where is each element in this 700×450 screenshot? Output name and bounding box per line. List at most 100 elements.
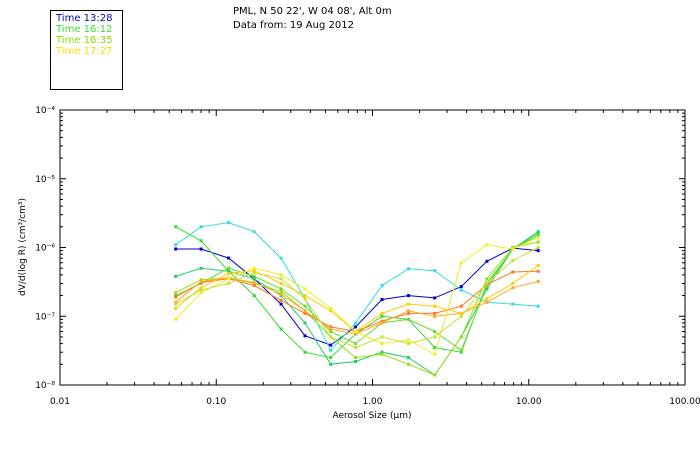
- data-point: [433, 335, 437, 339]
- data-point: [380, 284, 384, 287]
- data-point: [380, 314, 384, 318]
- data-point: [303, 309, 307, 313]
- y-tick-label: 10⁻⁸: [35, 381, 55, 391]
- data-point: [227, 271, 231, 275]
- data-point: [354, 325, 358, 329]
- data-point: [380, 319, 384, 323]
- data-point: [252, 274, 256, 278]
- series-layer: [174, 221, 540, 377]
- y-tick-label: 10⁻⁵: [35, 175, 55, 185]
- data-point: [536, 263, 540, 267]
- legend-box: Time 13:28 Time 16:12 Time 16:35 Time 17…: [50, 10, 123, 90]
- data-point: [174, 302, 178, 306]
- data-point: [536, 236, 540, 239]
- data-point: [407, 294, 410, 298]
- data-point: [329, 343, 333, 347]
- data-point: [433, 352, 437, 356]
- data-point: [279, 287, 283, 291]
- data-point: [511, 258, 515, 262]
- data-point: [433, 304, 437, 308]
- data-point: [354, 346, 358, 350]
- data-point: [380, 342, 384, 346]
- data-point: [485, 277, 489, 281]
- data-point: [227, 266, 231, 270]
- data-point: [485, 300, 489, 304]
- data-point: [174, 291, 178, 295]
- x-axis-title: Aerosol Size (μm): [333, 411, 412, 421]
- data-point: [174, 243, 178, 247]
- data-point: [227, 277, 231, 281]
- y-tick-label: 10⁻⁷: [35, 312, 55, 322]
- data-point: [227, 269, 231, 273]
- data-point: [536, 246, 540, 249]
- location-header: PML, N 50 22', W 04 08', Alt 0m: [233, 6, 392, 17]
- data-point: [227, 281, 231, 285]
- data-point: [279, 327, 283, 331]
- data-point: [380, 321, 384, 325]
- data-point: [252, 230, 256, 234]
- data-point: [199, 288, 203, 292]
- data-point: [329, 306, 333, 310]
- data-point: [459, 350, 463, 354]
- data-point: [279, 292, 283, 296]
- data-point: [252, 269, 256, 273]
- data-date: Data from: 19 Aug 2012: [233, 20, 354, 31]
- data-point: [380, 352, 384, 356]
- series-line: [175, 241, 539, 376]
- data-point: [199, 291, 203, 295]
- data-point: [407, 311, 410, 315]
- data-point: [329, 325, 333, 329]
- data-point: [252, 266, 256, 270]
- data-point: [433, 296, 437, 300]
- data-point: [303, 294, 307, 298]
- series-1: [174, 246, 540, 347]
- data-point: [485, 281, 489, 285]
- data-point: [199, 278, 203, 282]
- data-point: [536, 233, 540, 237]
- data-point: [485, 287, 489, 291]
- data-point: [536, 240, 540, 244]
- data-point: [459, 288, 463, 292]
- data-point: [485, 297, 489, 301]
- data-point: [354, 360, 358, 363]
- data-point: [536, 230, 540, 234]
- data-point: [199, 266, 203, 270]
- data-point: [536, 232, 540, 235]
- data-point: [433, 373, 437, 377]
- data-point: [433, 330, 437, 333]
- series-10: [174, 236, 540, 356]
- x-tick-label: 10.00: [516, 397, 542, 407]
- data-point: [199, 286, 203, 290]
- data-point: [329, 327, 333, 331]
- data-point: [329, 330, 333, 333]
- data-point: [511, 302, 515, 306]
- data-point: [303, 304, 307, 308]
- data-point: [433, 311, 437, 315]
- y-axis-title: dV/d(log R) (cm³/cm³): [18, 198, 28, 296]
- x-tick-label: 0.01: [50, 397, 70, 407]
- data-point: [252, 271, 256, 275]
- data-point: [459, 348, 463, 352]
- data-point: [279, 281, 283, 285]
- data-point: [303, 297, 307, 301]
- data-point: [407, 267, 410, 271]
- data-point: [511, 270, 515, 274]
- data-point: [174, 300, 178, 304]
- data-point: [279, 302, 283, 306]
- x-tick-label: 100.00: [669, 397, 700, 407]
- data-point: [380, 298, 384, 301]
- data-point: [511, 286, 515, 290]
- legend-entry-4: Time 17:27: [56, 46, 113, 57]
- data-point: [174, 225, 178, 229]
- data-point: [433, 314, 437, 318]
- data-point: [174, 317, 178, 321]
- data-point: [433, 346, 437, 350]
- data-point: [536, 269, 540, 273]
- data-point: [380, 311, 384, 315]
- series-11: [174, 246, 540, 350]
- data-point: [433, 269, 437, 273]
- data-point: [459, 261, 463, 265]
- data-point: [407, 302, 410, 306]
- data-point: [511, 281, 515, 285]
